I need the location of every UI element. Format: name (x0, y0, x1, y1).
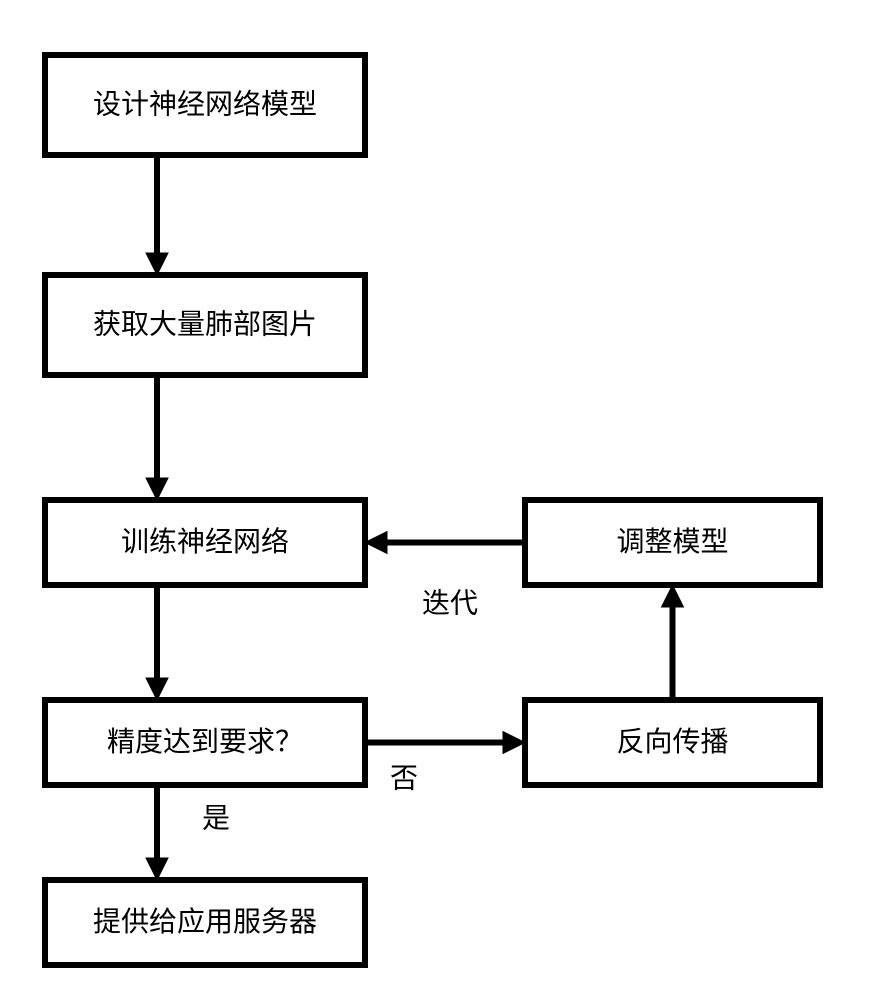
flow-edge-n5-n3 (365, 532, 525, 554)
flow-edge-label: 是 (202, 804, 230, 835)
flow-edge-n4-n7: 是 (146, 785, 230, 880)
flow-node-n5: 调整模型 (525, 500, 820, 585)
flow-node-n1: 设计神经网络模型 (45, 55, 365, 155)
flow-edge-n3-n4: 迭代 (146, 585, 478, 700)
flow-node-n2: 获取大量肺部图片 (45, 275, 365, 375)
flow-node-n4: 精度达到要求？ (45, 700, 365, 785)
flow-node-label: 获取大量肺部图片 (93, 308, 317, 340)
flow-edge-n1-n2 (146, 155, 168, 275)
flow-edge-n4-n6: 否 (365, 732, 525, 795)
flow-edge-label: 迭代 (422, 588, 478, 620)
flowchart: 设计神经网络模型获取大量肺部图片训练神经网络 调整模型精度达到要求？ 反向传播提供给… (0, 0, 870, 1000)
flow-node-n6: 反向传播 (525, 700, 820, 785)
flow-node-label: 调整模型 (616, 526, 728, 558)
flow-node-label: 设计神经网络模型 (93, 88, 317, 120)
flow-node-label: 精度达到要求？ (107, 726, 303, 758)
flow-node-n7: 提供给应用服务器 (45, 880, 365, 965)
flow-node-label: 反向传播 (616, 726, 728, 758)
flow-edge-label: 否 (390, 764, 418, 795)
flow-node-label: 训练神经网络 (121, 526, 289, 558)
flow-edge-n2-n3 (146, 375, 168, 500)
flow-edge-n6-n5 (662, 585, 684, 700)
flow-node-n3: 训练神经网络 (45, 500, 365, 585)
flow-node-label: 提供给应用服务器 (93, 906, 317, 938)
